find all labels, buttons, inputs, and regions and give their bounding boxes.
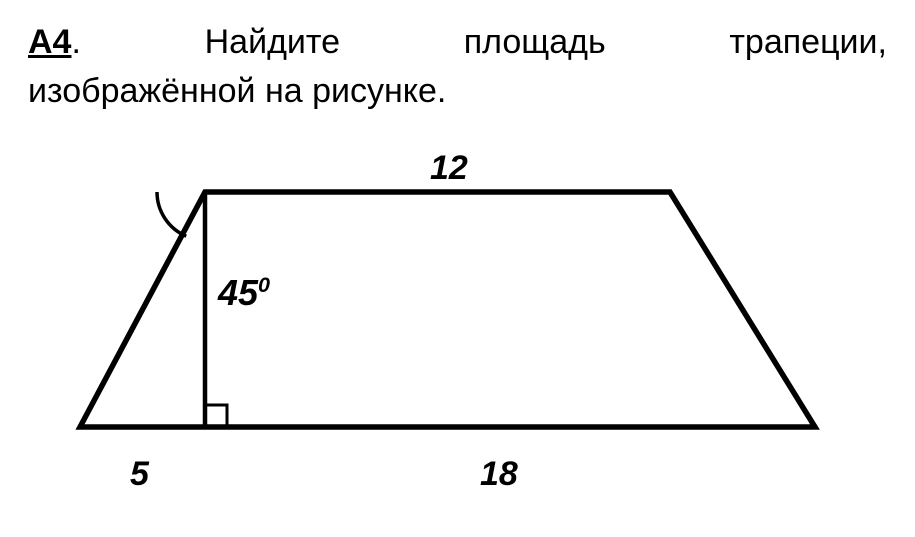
problem-text: А4. Найдите площадь трапеции, изображённ… — [0, 0, 915, 117]
label-top-side: 12 — [430, 149, 468, 188]
label-angle: 450 — [218, 272, 270, 314]
problem-number-dot: . — [71, 23, 80, 61]
trapezoid-figure: 12 5 18 450 — [0, 117, 915, 497]
angle-degree-symbol: 0 — [258, 272, 270, 297]
problem-line-2: изображённой на рисунке. — [28, 67, 887, 116]
word: трапеции, — [729, 23, 887, 61]
label-bottom-right: 18 — [480, 455, 518, 494]
problem-number: А4 — [28, 23, 71, 61]
word: площадь — [464, 23, 606, 61]
problem-line-1: А4. Найдите площадь трапеции, — [28, 18, 887, 67]
label-bottom-left: 5 — [130, 455, 149, 494]
word: Найдите — [205, 23, 340, 61]
angle-value: 45 — [218, 272, 258, 313]
